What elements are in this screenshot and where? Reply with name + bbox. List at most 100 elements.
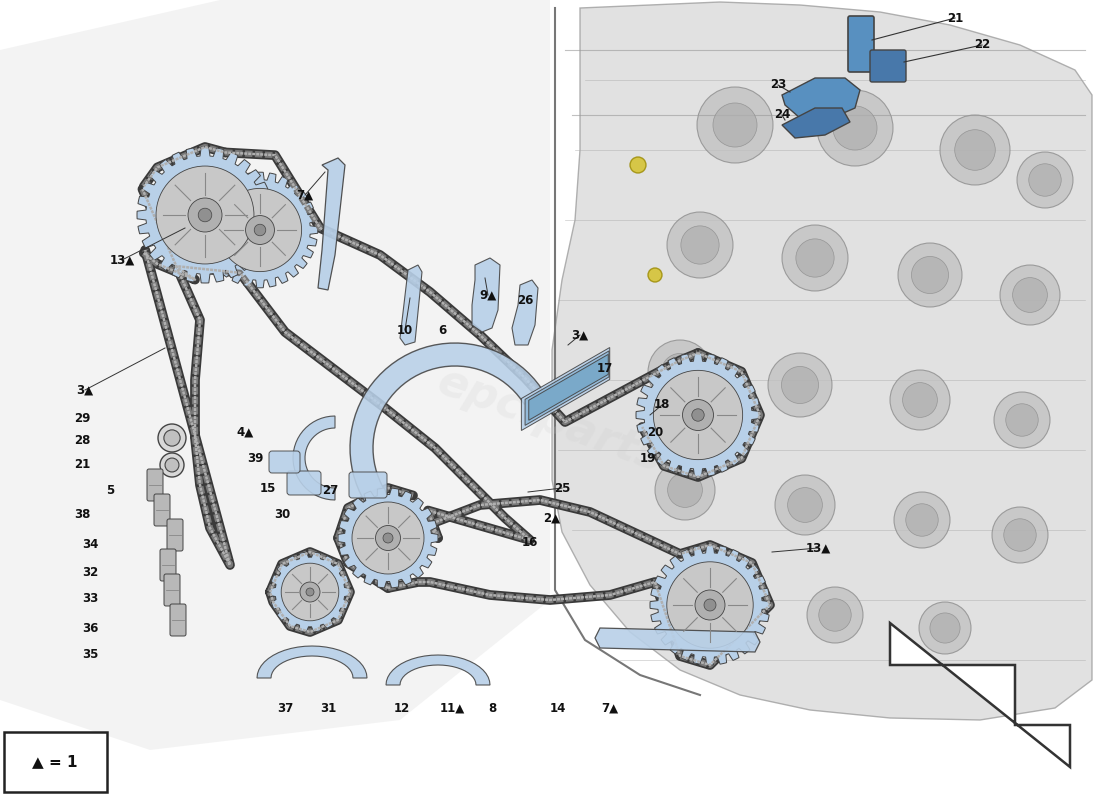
Circle shape: [992, 507, 1048, 563]
Text: 25: 25: [553, 482, 570, 494]
Text: 9▲: 9▲: [480, 289, 496, 302]
Polygon shape: [525, 351, 609, 426]
Circle shape: [653, 370, 742, 460]
Circle shape: [282, 563, 339, 621]
Circle shape: [894, 492, 950, 548]
Circle shape: [661, 354, 698, 390]
Text: 23: 23: [770, 78, 786, 91]
Circle shape: [219, 188, 301, 272]
FancyBboxPatch shape: [147, 469, 163, 501]
Text: 20: 20: [647, 426, 663, 438]
FancyBboxPatch shape: [160, 549, 176, 581]
Polygon shape: [338, 488, 438, 588]
Polygon shape: [472, 258, 500, 332]
Circle shape: [833, 106, 877, 150]
Text: 17: 17: [597, 362, 613, 374]
Circle shape: [300, 582, 320, 602]
Polygon shape: [350, 343, 543, 542]
Polygon shape: [386, 655, 490, 685]
Circle shape: [940, 115, 1010, 185]
Circle shape: [165, 458, 179, 472]
Polygon shape: [650, 545, 770, 665]
Circle shape: [788, 488, 823, 522]
FancyBboxPatch shape: [4, 732, 107, 792]
Circle shape: [692, 409, 704, 421]
Polygon shape: [782, 108, 850, 138]
Polygon shape: [202, 172, 318, 288]
Polygon shape: [138, 147, 273, 283]
Circle shape: [630, 157, 646, 173]
Polygon shape: [521, 347, 609, 430]
Text: 13▲: 13▲: [109, 254, 134, 266]
Circle shape: [1005, 404, 1038, 436]
Text: 21: 21: [74, 458, 90, 471]
Text: ▲ = 1: ▲ = 1: [32, 754, 78, 770]
Circle shape: [164, 430, 180, 446]
Text: 29: 29: [74, 411, 90, 425]
Circle shape: [768, 353, 832, 417]
Circle shape: [667, 562, 754, 648]
Text: 36: 36: [81, 622, 98, 634]
Polygon shape: [636, 353, 760, 477]
Circle shape: [898, 243, 962, 307]
Circle shape: [782, 225, 848, 291]
Text: 8: 8: [488, 702, 496, 714]
FancyBboxPatch shape: [167, 519, 183, 551]
Polygon shape: [0, 0, 550, 750]
Circle shape: [776, 475, 835, 535]
Polygon shape: [890, 623, 1070, 767]
Circle shape: [930, 613, 960, 643]
Circle shape: [903, 382, 937, 418]
Circle shape: [648, 268, 662, 282]
Circle shape: [654, 460, 715, 520]
Circle shape: [681, 226, 719, 264]
Text: 15: 15: [260, 482, 276, 494]
Text: 35: 35: [81, 649, 98, 662]
Circle shape: [817, 90, 893, 166]
Circle shape: [688, 574, 742, 630]
Text: 13▲: 13▲: [805, 542, 830, 554]
FancyBboxPatch shape: [270, 451, 300, 473]
Text: 31: 31: [320, 702, 337, 714]
Circle shape: [955, 130, 996, 170]
Text: 33: 33: [81, 591, 98, 605]
Polygon shape: [782, 78, 860, 118]
Text: epc.parts: epc.parts: [431, 359, 669, 481]
Text: 11▲: 11▲: [439, 702, 464, 714]
FancyBboxPatch shape: [154, 494, 170, 526]
FancyBboxPatch shape: [170, 604, 186, 636]
Text: 5: 5: [106, 483, 114, 497]
Circle shape: [697, 87, 773, 163]
Circle shape: [156, 166, 254, 264]
Text: 14: 14: [550, 702, 566, 714]
Text: 22: 22: [974, 38, 990, 51]
FancyBboxPatch shape: [164, 574, 180, 606]
Text: 24: 24: [773, 109, 790, 122]
Polygon shape: [293, 416, 336, 500]
Circle shape: [1004, 518, 1036, 551]
Circle shape: [704, 599, 716, 611]
Circle shape: [254, 224, 266, 236]
Circle shape: [668, 473, 703, 507]
Text: 12: 12: [394, 702, 410, 714]
Circle shape: [188, 198, 222, 232]
Text: 10: 10: [397, 323, 414, 337]
Circle shape: [1000, 265, 1060, 325]
Polygon shape: [529, 354, 608, 420]
Polygon shape: [512, 280, 538, 345]
Circle shape: [713, 103, 757, 147]
Text: 30: 30: [274, 509, 290, 522]
Circle shape: [912, 257, 948, 294]
Text: 34: 34: [81, 538, 98, 551]
Polygon shape: [595, 628, 760, 652]
Circle shape: [918, 602, 971, 654]
Polygon shape: [318, 158, 345, 290]
Circle shape: [698, 586, 732, 618]
Polygon shape: [552, 2, 1092, 720]
FancyBboxPatch shape: [848, 16, 874, 72]
Text: 7▲: 7▲: [296, 189, 314, 202]
Text: 28: 28: [74, 434, 90, 446]
Circle shape: [1013, 278, 1047, 312]
Circle shape: [1028, 164, 1062, 196]
Circle shape: [682, 399, 714, 430]
